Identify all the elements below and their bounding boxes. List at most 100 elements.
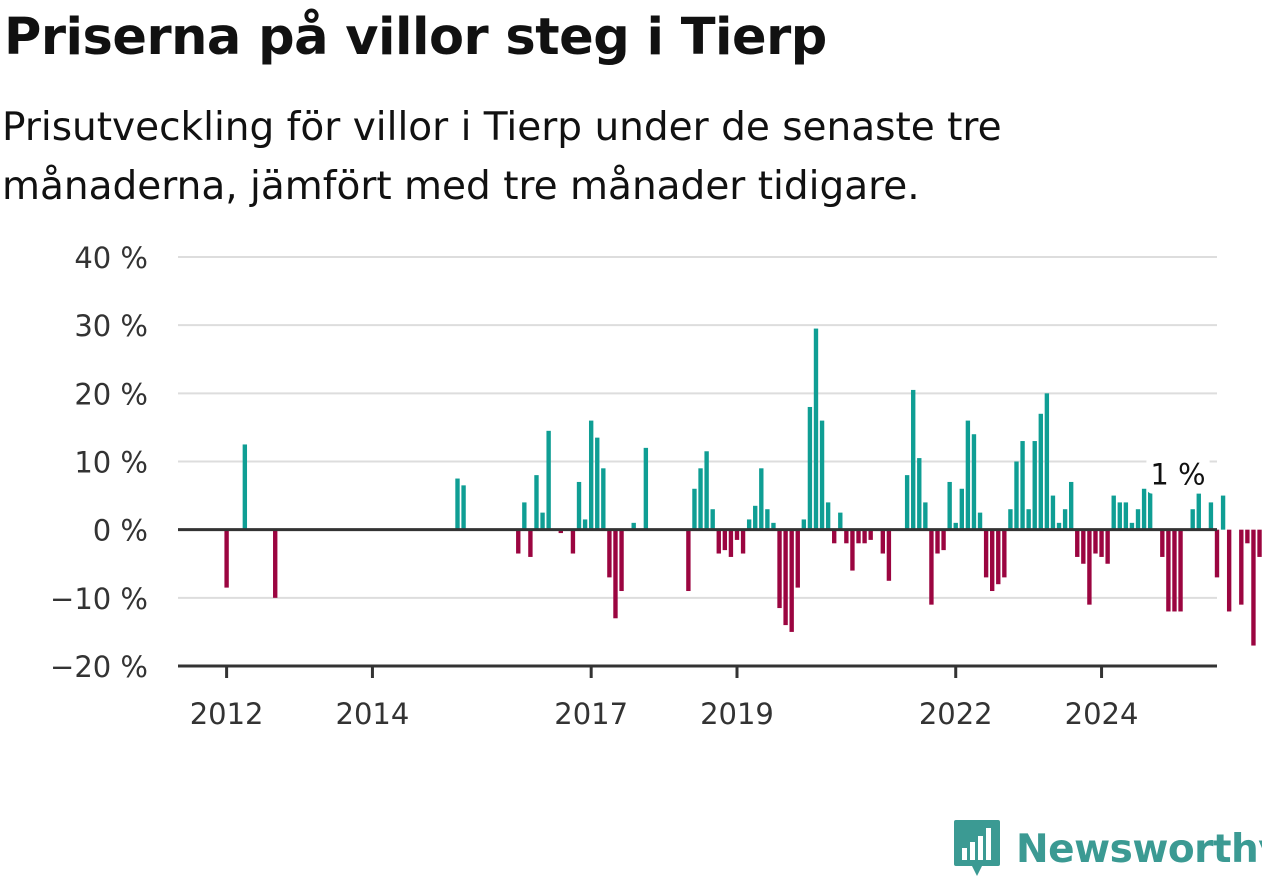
bar [880, 529, 886, 554]
bar [631, 522, 636, 530]
bar [1129, 522, 1135, 530]
bar [759, 468, 764, 530]
bar [1166, 529, 1171, 612]
bar [704, 451, 709, 530]
bar [1257, 529, 1262, 557]
chart-subtitle: Prisutveckling för villor i Tierp under … [2, 105, 1002, 209]
bar [917, 458, 922, 530]
bar [740, 529, 746, 554]
bar [588, 420, 594, 530]
y-axis-tick-labels: 40 % 30 % 20 % 10 % 0 % −10 % −20 % [50, 241, 148, 684]
bar [224, 529, 229, 588]
annotation-label: 1 % [1150, 458, 1205, 492]
bar [1038, 413, 1043, 530]
bar [607, 529, 612, 578]
bar [868, 529, 873, 540]
bar [1050, 495, 1056, 530]
bar [710, 509, 715, 530]
x-tick-label: 2022 [919, 697, 993, 731]
bar [242, 444, 248, 530]
bar [1147, 481, 1153, 530]
bar [595, 437, 600, 530]
bar [698, 468, 703, 530]
y-tick-label: −20 % [50, 650, 148, 684]
bar [1093, 529, 1098, 554]
bar [1044, 393, 1050, 530]
bar [947, 481, 952, 530]
bar [1087, 529, 1092, 605]
bar [619, 529, 624, 592]
bar [746, 519, 752, 530]
bar [990, 529, 995, 592]
x-tick-label: 2017 [554, 697, 628, 731]
bar [1032, 441, 1037, 530]
bar [728, 529, 734, 557]
bar [965, 420, 971, 530]
bar [1135, 509, 1141, 530]
bar [722, 529, 728, 551]
bar [522, 502, 527, 530]
bar [1190, 509, 1195, 530]
bar [1105, 529, 1110, 564]
bar [983, 529, 989, 578]
bar [1026, 509, 1031, 530]
brand-name: Newsworthy [1016, 826, 1262, 872]
bar [692, 488, 697, 530]
bar [455, 478, 460, 530]
bar [904, 475, 910, 530]
bar [1251, 529, 1256, 646]
bar [777, 529, 782, 609]
bar [838, 512, 843, 530]
bar [601, 468, 606, 530]
bar [1220, 495, 1226, 530]
chart-bars [224, 328, 1262, 646]
bar [734, 529, 740, 540]
bar [1075, 529, 1080, 557]
bar [789, 529, 794, 632]
x-axis-tick-labels: 2012 2014 2017 2019 2022 2024 [190, 666, 1139, 731]
bar [832, 529, 837, 544]
bar [911, 389, 916, 530]
x-tick-label: 2019 [700, 697, 774, 731]
bar [1068, 481, 1074, 530]
bar [1020, 441, 1025, 530]
y-tick-label: 0 % [93, 514, 148, 548]
bar [1081, 529, 1086, 564]
annotation-background [1146, 455, 1210, 494]
y-tick-label: −10 % [50, 582, 148, 616]
bar [546, 430, 551, 530]
bar [807, 406, 813, 530]
bar [273, 529, 278, 598]
bar [1141, 488, 1147, 530]
bar [1056, 522, 1062, 530]
y-tick-label: 40 % [74, 241, 148, 275]
bar [1117, 502, 1122, 530]
x-tick-label: 2024 [1065, 697, 1139, 731]
bar [862, 529, 867, 544]
bar [923, 502, 928, 530]
bar [941, 529, 946, 551]
bar [753, 505, 758, 530]
bar [1002, 529, 1007, 578]
bar [1160, 529, 1165, 557]
bar [1226, 529, 1232, 612]
bar [643, 447, 649, 530]
chart-annotation: 1 % [1146, 455, 1210, 494]
bar [801, 519, 807, 530]
bar-chart: 40 %30 %20 %10 %0 %−10 %−20 % 2012 2014 20… [50, 241, 1262, 731]
bar [1208, 502, 1214, 530]
bar [1196, 475, 1201, 530]
bar [1239, 529, 1244, 605]
bar [813, 328, 819, 530]
bar [570, 529, 576, 554]
chart-axes [178, 528, 1217, 668]
bar [953, 522, 958, 530]
bar [1111, 495, 1116, 530]
bar [795, 529, 800, 588]
bar [765, 509, 770, 530]
bar [996, 529, 1001, 585]
bar [576, 481, 582, 530]
bar [1099, 529, 1104, 557]
bar [856, 529, 861, 544]
bar [1008, 509, 1013, 530]
